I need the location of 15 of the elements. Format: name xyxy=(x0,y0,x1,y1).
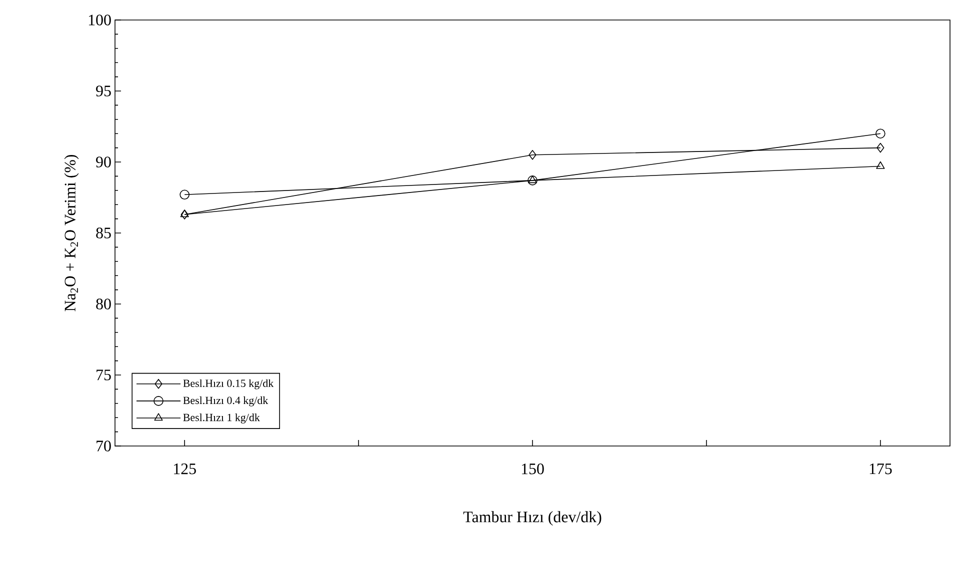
legend-label: Besl.Hızı 1 kg/dk xyxy=(183,413,260,424)
x-axis-title: Tambur Hızı (dev/dk) xyxy=(463,511,602,526)
y-tick-label: 100 xyxy=(88,14,111,26)
legend-label: Besl.Hızı 0.15 kg/dk xyxy=(183,379,274,390)
y-axis-title: Na$_{2}$O + K$_{2}$O Verimi (%) xyxy=(64,154,79,312)
x-tick-label: 150 xyxy=(522,464,544,474)
x-tick-label: 125 xyxy=(174,464,196,474)
y-tick-label: 85 xyxy=(96,228,111,238)
y-tick-label: 95 xyxy=(96,86,111,96)
y-tick-label: 70 xyxy=(96,440,111,452)
legend-label: Besl.Hızı 0.4 kg/dk xyxy=(183,396,268,406)
y-tick-label: 90 xyxy=(96,156,111,168)
y-tick-label: 75 xyxy=(96,370,111,380)
x-tick-label: 175 xyxy=(870,464,892,474)
y-tick-label: 80 xyxy=(96,298,111,310)
